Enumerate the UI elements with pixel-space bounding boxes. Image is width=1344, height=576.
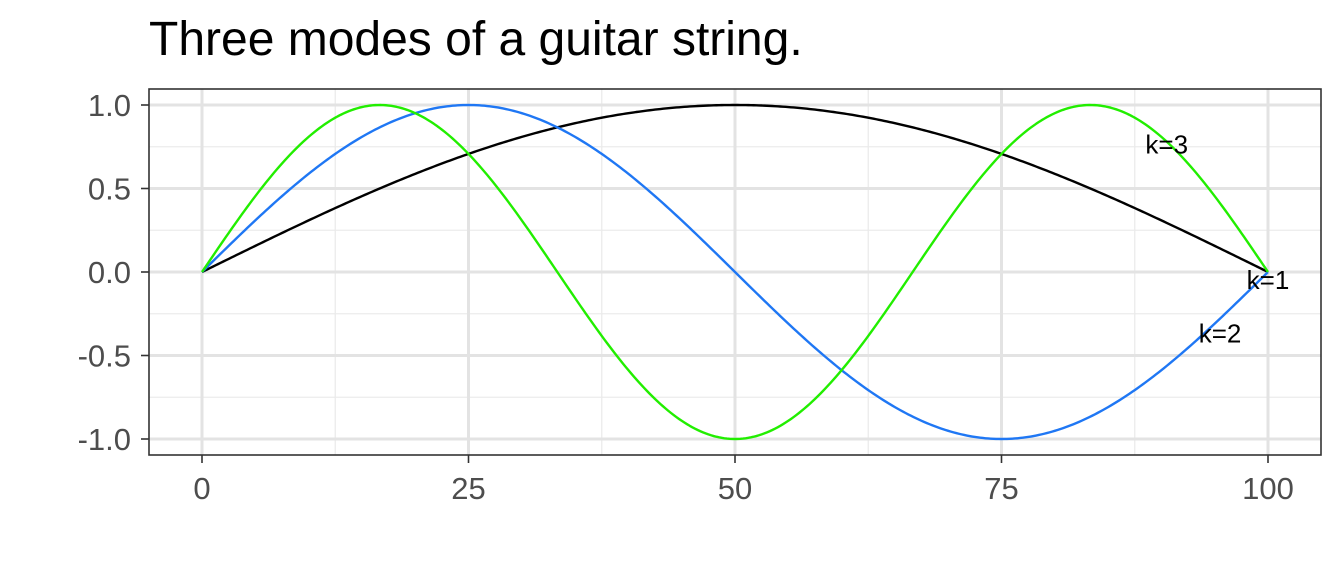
y-tick-label: -0.5 bbox=[78, 339, 131, 374]
y-tick-label: -1.0 bbox=[78, 422, 131, 457]
series-line-k2 bbox=[201, 103, 1269, 441]
series-label-k3: k=3 bbox=[1145, 130, 1188, 160]
x-tick-label: 75 bbox=[984, 471, 1018, 506]
x-tick-label: 50 bbox=[718, 471, 752, 506]
axis-layer: 0 25 50 75 100 1.0 0.5 0.0 -0.5 -1.0 bbox=[78, 88, 1294, 506]
series-label-k1: k=1 bbox=[1247, 265, 1290, 295]
x-tick-label: 100 bbox=[1242, 471, 1294, 506]
x-tick-label: 0 bbox=[193, 471, 210, 506]
chart-title: Three modes of a guitar string. bbox=[149, 13, 803, 66]
y-tick-label: 0.0 bbox=[88, 255, 131, 290]
series-label-layer: k=1k=2 k=3 bbox=[1145, 130, 1289, 349]
series-label-k2: k=2 bbox=[1199, 318, 1242, 348]
x-tick-label: 25 bbox=[451, 471, 485, 506]
y-tick-label: 0.5 bbox=[88, 172, 131, 207]
series-line-k1 bbox=[201, 103, 1269, 274]
y-tick-label: 1.0 bbox=[88, 88, 131, 123]
series-line-k3 bbox=[201, 103, 1269, 441]
series-layer bbox=[201, 103, 1269, 441]
